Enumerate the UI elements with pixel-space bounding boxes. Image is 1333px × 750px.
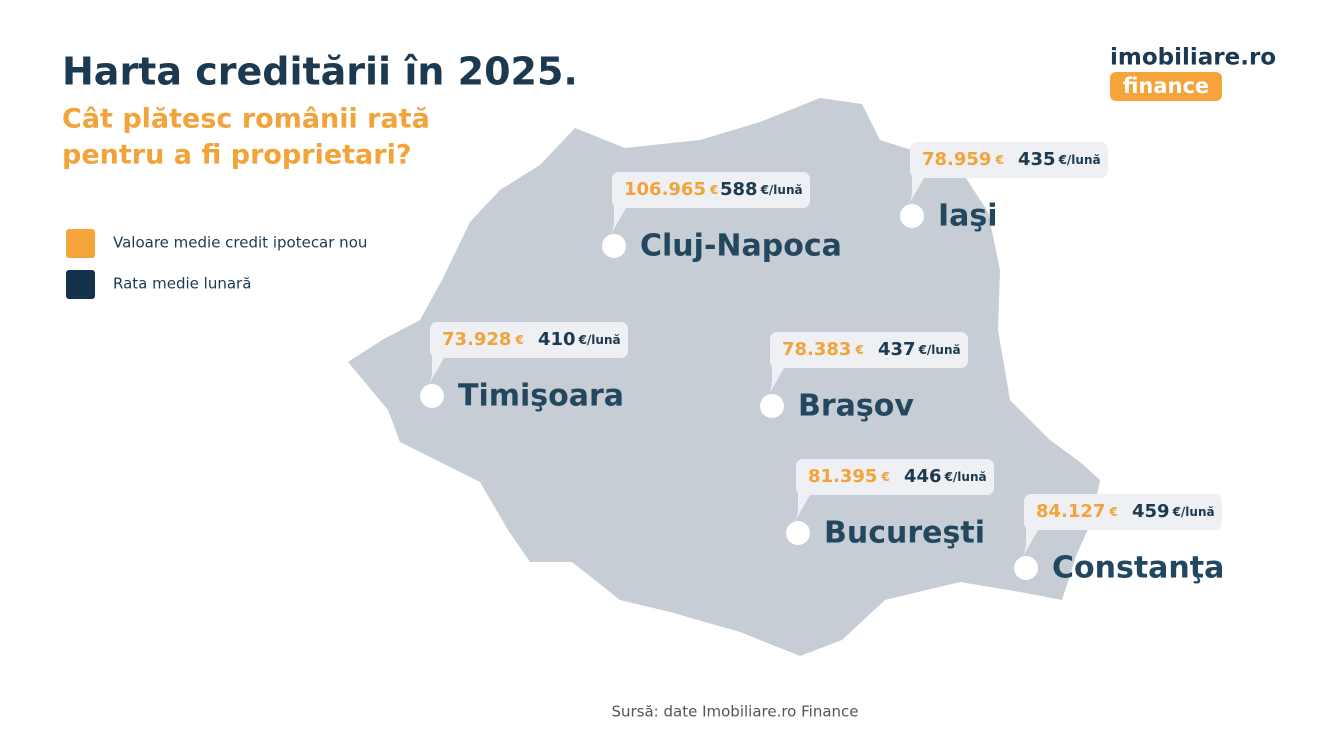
city-dot	[1014, 556, 1038, 580]
city-name: Braşov	[798, 389, 914, 424]
credit-value-number: 106.965	[624, 179, 706, 200]
callout-box	[612, 172, 810, 208]
credit-value: 73.928 €	[442, 329, 524, 350]
rate-unit: €/lună	[760, 183, 803, 197]
city-dot	[602, 234, 626, 258]
currency: €	[514, 333, 523, 347]
monthly-rate: 459 €/lună	[1132, 501, 1215, 522]
rate-unit: €/lună	[944, 470, 987, 484]
map-romania	[348, 98, 1100, 656]
city-name: Timişoara	[458, 379, 624, 414]
monthly-rate-number: 588	[720, 179, 758, 200]
rate-unit: €/lună	[1058, 153, 1101, 167]
rate-unit: €/lună	[918, 343, 961, 357]
title: Harta creditării în 2025.	[62, 50, 578, 94]
callout-tail	[610, 204, 626, 236]
credit-value-number: 81.395	[808, 466, 877, 487]
currency: €	[994, 153, 1003, 167]
credit-value: 106.965 €	[624, 179, 718, 200]
callout-tail	[768, 364, 784, 396]
legend-label: Rata medie lunară	[113, 275, 251, 293]
credit-value-number: 78.959	[922, 149, 991, 170]
credit-value: 81.395 €	[808, 466, 890, 487]
logo-tag: finance	[1123, 74, 1209, 98]
city-dot	[420, 384, 444, 408]
callout-box	[430, 322, 628, 358]
legend-swatch	[66, 270, 95, 299]
city-dot	[760, 394, 784, 418]
legend-label: Valoare medie credit ipotecar nou	[113, 234, 367, 252]
callout-box	[910, 142, 1108, 178]
source: Sursă: date Imobiliare.ro Finance	[611, 703, 858, 721]
city-name: Iaşi	[938, 199, 998, 234]
monthly-rate-number: 446	[904, 466, 942, 487]
credit-value-number: 84.127	[1036, 501, 1105, 522]
city-dot	[786, 521, 810, 545]
monthly-rate: 437 €/lună	[878, 339, 961, 360]
credit-value-number: 73.928	[442, 329, 511, 350]
currency: €	[880, 470, 889, 484]
callout-tail	[794, 491, 810, 523]
callout-tail	[428, 354, 444, 386]
callout-box	[770, 332, 968, 368]
callout-box	[796, 459, 994, 495]
rate-unit: €/lună	[578, 333, 621, 347]
monthly-rate: 446 €/lună	[904, 466, 987, 487]
monthly-rate: 410 €/lună	[538, 329, 621, 350]
city-dot	[900, 204, 924, 228]
monthly-rate-number: 437	[878, 339, 916, 360]
logo-badge	[1110, 72, 1222, 101]
credit-value: 78.383 €	[782, 339, 864, 360]
city-name: Constanţa	[1052, 551, 1224, 586]
credit-value: 78.959 €	[922, 149, 1004, 170]
monthly-rate-number: 459	[1132, 501, 1170, 522]
credit-value: 84.127 €	[1036, 501, 1118, 522]
currency: €	[854, 343, 863, 357]
credit-value-number: 78.383	[782, 339, 851, 360]
callout-box	[1024, 494, 1222, 530]
currency: €	[709, 183, 718, 197]
logo-brand: imobiliare.ro	[1110, 45, 1276, 71]
callout-tail	[908, 174, 924, 206]
monthly-rate: 435 €/lună	[1018, 149, 1101, 170]
currency: €	[1108, 505, 1117, 519]
monthly-rate-number: 435	[1018, 149, 1056, 170]
monthly-rate-number: 410	[538, 329, 576, 350]
city-name: Bucureşti	[824, 516, 985, 551]
monthly-rate: 588 €/lună	[720, 179, 803, 200]
subtitle: pentru a fi proprietari?	[62, 140, 412, 171]
callout-tail	[1022, 526, 1038, 558]
legend-swatch	[66, 229, 95, 258]
subtitle: Cât plătesc românii rată	[62, 104, 430, 135]
rate-unit: €/lună	[1172, 505, 1215, 519]
city-name: Cluj-Napoca	[640, 229, 842, 264]
